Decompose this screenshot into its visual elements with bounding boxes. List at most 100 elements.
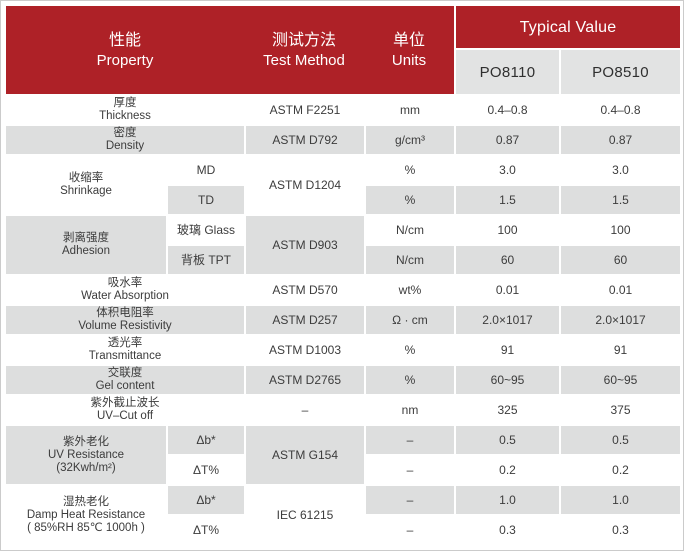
method-cell: ASTM D257 — [246, 306, 364, 334]
property-zh: 吸水率 — [107, 277, 143, 289]
property-en: Shrinkage — [60, 185, 112, 197]
row-transmittance: 透光率 Transmittance ASTM D1003 % 91 91 — [6, 336, 681, 364]
row-damp-heat-db: 湿热老化 Damp Heat Resistance ( 85%RH 85℃ 10… — [6, 486, 681, 544]
property-cell-shrinkage: 收缩率 Shrinkage — [6, 156, 166, 214]
property-en: Density — [105, 140, 145, 152]
method-cell: ASTM F2251 — [246, 96, 364, 124]
sublabel-delta-b: Δb* — [168, 486, 244, 514]
value-po8510: 375 — [561, 396, 681, 424]
row-density: 密度 Density ASTM D792 g/cm³ 0.87 0.87 — [6, 126, 681, 154]
value-po8110: 91 — [456, 336, 559, 364]
sublabel-glass: 玻璃 Glass — [168, 216, 244, 244]
property-en: Thickness — [99, 110, 151, 122]
sublabel-delta-t: ΔT% — [168, 456, 244, 484]
value-po8110: 0.5 — [456, 426, 559, 454]
value-po8110: 2.0×1017 — [456, 306, 559, 334]
property-cell-uv-cut-off: 紫外截止波长 UV–Cut off — [6, 396, 244, 424]
property-en: Adhesion — [62, 245, 110, 257]
unit-cell: wt% — [366, 276, 454, 304]
property-zh: 湿热老化 — [63, 495, 109, 508]
unit-cell: nm — [366, 396, 454, 424]
unit-cell: – — [366, 426, 454, 454]
method-cell: ASTM D1003 — [246, 336, 364, 364]
unit-cell: N/cm — [366, 246, 454, 274]
property-cell-adhesion: 剥离强度 Adhesion — [6, 216, 166, 274]
header-typical-value: Typical Value — [456, 6, 681, 48]
unit-cell: Ω · cm — [366, 306, 454, 334]
value-po8110: 1.0 — [456, 486, 559, 514]
property-cell-volume-resistivity: 体积电阻率 Volume Resistivity — [6, 306, 244, 334]
row-gel-content: 交联度 Gel content ASTM D2765 % 60~95 60~95 — [6, 366, 681, 394]
value-po8110: 0.01 — [456, 276, 559, 304]
unit-cell: – — [366, 486, 454, 514]
property-cell-damp-heat: 湿热老化 Damp Heat Resistance ( 85%RH 85℃ 10… — [6, 486, 166, 544]
method-cell: IEC 61215 — [246, 486, 364, 544]
value-po8510: 0.2 — [561, 456, 681, 484]
unit-cell: – — [366, 456, 454, 484]
property-cell-water-absorption: 吸水率 Water Absorption — [6, 276, 244, 304]
sublabel-delta-b: Δb* — [168, 426, 244, 454]
row-water-absorption: 吸水率 Water Absorption ASTM D570 wt% 0.01 … — [6, 276, 681, 304]
property-zh: 剥离强度 — [63, 232, 109, 244]
value-po8510: 3.0 — [561, 156, 681, 184]
property-zh: 体积电阻率 — [96, 307, 154, 319]
value-po8110: 1.5 — [456, 186, 559, 214]
row-uv-cut-off: 紫外截止波长 UV–Cut off – nm 325 375 — [6, 396, 681, 424]
table-header-left: 性能 Property 测试方法 Test Method 单位 Units — [6, 6, 454, 94]
value-po8110: 100 — [456, 216, 559, 244]
sublabel-delta-t: ΔT% — [168, 516, 244, 544]
property-zh: 紫外截止波长 — [90, 397, 160, 409]
property-zh: 交联度 — [107, 367, 143, 379]
sublabel-md: MD — [168, 156, 244, 184]
unit-cell: N/cm — [366, 216, 454, 244]
value-po8510: 0.87 — [561, 126, 681, 154]
value-po8110: 3.0 — [456, 156, 559, 184]
method-cell: ASTM G154 — [246, 426, 364, 484]
value-po8510: 100 — [561, 216, 681, 244]
property-en: UV Resistance — [47, 448, 125, 461]
unit-cell: – — [366, 516, 454, 544]
value-po8110: 0.87 — [456, 126, 559, 154]
value-po8510: 0.3 — [561, 516, 681, 544]
property-cell-density: 密度 Density — [6, 126, 244, 154]
header-units: 单位 Units — [364, 32, 454, 69]
value-po8110: 0.4–0.8 — [456, 96, 559, 124]
unit-cell: % — [366, 186, 454, 214]
value-po8110: 60 — [456, 246, 559, 274]
row-volume-resistivity: 体积电阻率 Volume Resistivity ASTM D257 Ω · c… — [6, 306, 681, 334]
property-zh: 透光率 — [107, 337, 143, 349]
value-po8510: 0.5 — [561, 426, 681, 454]
sublabel-tpt: 背板 TPT — [168, 246, 244, 274]
header-units-en: Units — [391, 51, 427, 69]
unit-cell: mm — [366, 96, 454, 124]
value-po8510: 2.0×1017 — [561, 306, 681, 334]
header-property: 性能 Property — [6, 32, 244, 69]
property-zh: 厚度 — [113, 97, 137, 109]
sublabel-td: TD — [168, 186, 244, 214]
property-en: Gel content — [95, 380, 155, 392]
value-po8110: 325 — [456, 396, 559, 424]
header-units-zh: 单位 — [392, 31, 425, 49]
property-en: Damp Heat Resistance — [26, 508, 146, 521]
method-cell: ASTM D792 — [246, 126, 364, 154]
property-zh: 密度 — [113, 127, 137, 139]
unit-cell: % — [366, 156, 454, 184]
property-cell-transmittance: 透光率 Transmittance — [6, 336, 244, 364]
property-note: ( 85%RH 85℃ 1000h ) — [27, 521, 145, 534]
header-property-zh: 性能 — [108, 31, 141, 49]
value-po8510: 1.5 — [561, 186, 681, 214]
row-damp-heat-dt: ΔT% – 0.3 0.3 — [6, 516, 681, 544]
method-cell: – — [246, 396, 364, 424]
row-uv-resistance-dt: ΔT% – 0.2 0.2 — [6, 456, 681, 484]
row-uv-resistance-db: 紫外老化 UV Resistance (32Kwh/m²) Δb* ASTM G… — [6, 426, 681, 484]
property-en: Volume Resistivity — [78, 320, 172, 332]
value-po8110: 60~95 — [456, 366, 559, 394]
value-po8510: 60~95 — [561, 366, 681, 394]
row-adhesion-tpt: 背板 TPT N/cm 60 60 — [6, 246, 681, 274]
property-zh: 紫外老化 — [63, 435, 109, 448]
method-cell: ASTM D2765 — [246, 366, 364, 394]
value-po8110: 0.3 — [456, 516, 559, 544]
property-en: UV–Cut off — [96, 410, 154, 422]
value-po8110: 0.2 — [456, 456, 559, 484]
